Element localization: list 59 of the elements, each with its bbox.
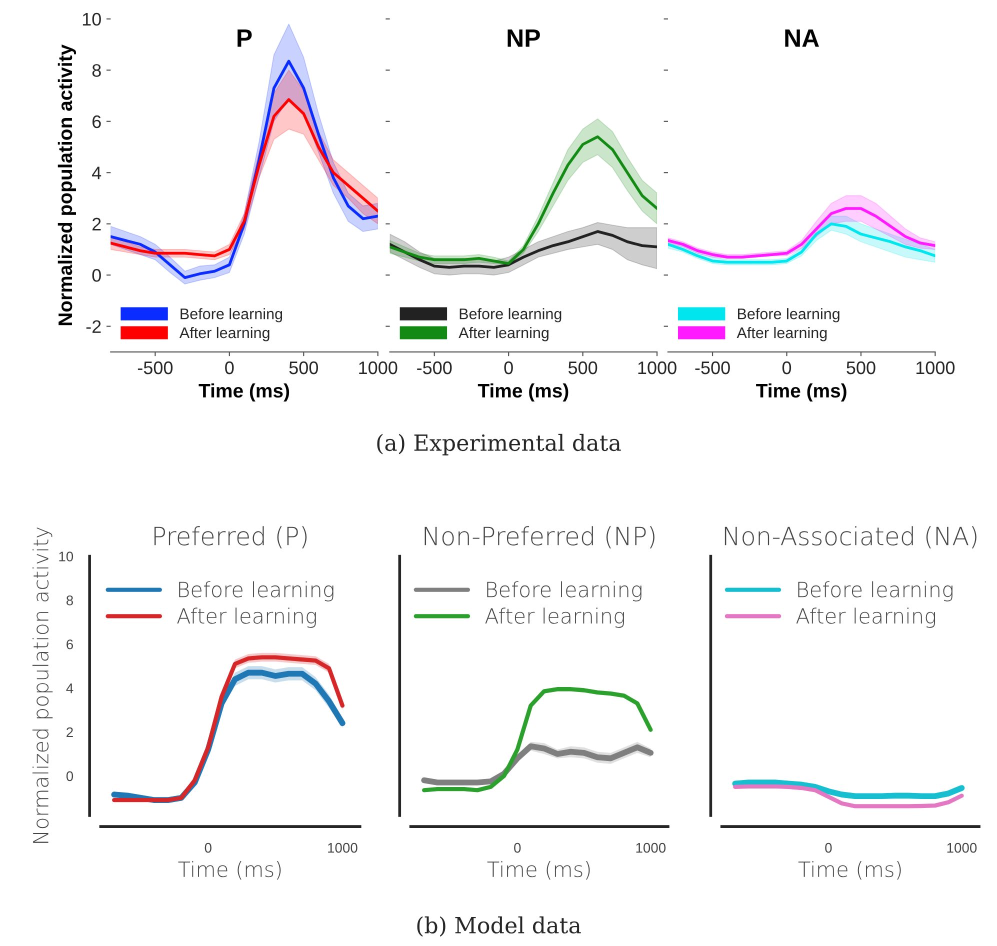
- x-axis-title: Time (ms): [756, 383, 846, 402]
- y-axis-title: Normalized population activity: [32, 527, 53, 843]
- chart-title: P: [238, 30, 252, 47]
- x-axis-title: Time (ms): [478, 383, 568, 402]
- x-axis-title: Time (ms): [178, 861, 281, 880]
- y-tick-label: 2: [66, 727, 73, 738]
- x-tick-label: 1000: [328, 842, 358, 853]
- x-tick-label: 0: [204, 842, 212, 853]
- y-axis-title: Normalized population activity: [58, 44, 76, 326]
- x-tick-label: 500: [846, 361, 876, 374]
- y-tick-label: 8: [92, 64, 101, 77]
- x-axis-title: Time (ms): [798, 861, 901, 880]
- legend-label: After learning: [796, 608, 935, 628]
- x-tick-label: 0: [782, 361, 792, 374]
- x-axis-title: Time (ms): [198, 383, 290, 402]
- y-tick-label: 8: [66, 596, 74, 606]
- y-tick-label: 6: [66, 639, 74, 650]
- chart-title: NP: [508, 30, 540, 47]
- x-axis-title: Time (ms): [487, 861, 590, 880]
- legend-label: Before learning: [487, 581, 642, 602]
- y-tick-label: 0: [66, 771, 74, 782]
- legend-label: Before learning: [179, 581, 334, 602]
- chart-title: NA: [785, 30, 819, 47]
- x-tick-label: 1000: [916, 361, 955, 374]
- x-tick-label: 1000: [947, 842, 977, 853]
- chart-title: Non-Preferred (NP): [424, 526, 654, 548]
- y-tick-label: -2: [86, 320, 101, 333]
- legend-label: Before learning: [738, 308, 840, 322]
- x-tick-label: -500: [417, 361, 452, 374]
- x-tick-label: 0: [825, 842, 832, 853]
- legend-label: Before learning: [460, 308, 562, 322]
- x-tick-label: 500: [568, 361, 598, 374]
- x-tick-label: 0: [514, 842, 521, 853]
- x-tick-label: 0: [504, 361, 513, 374]
- legend-label: Before learning: [798, 581, 952, 602]
- y-tick-label: 0: [92, 269, 101, 282]
- legend-label: After learning: [458, 326, 548, 342]
- x-tick-label: 1000: [638, 361, 676, 374]
- y-tick-label: 6: [92, 115, 101, 128]
- legend-label: After learning: [177, 608, 316, 628]
- x-tick-label: -500: [695, 361, 730, 374]
- x-tick-label: 1000: [636, 842, 666, 853]
- y-tick-label: 10: [82, 12, 101, 26]
- x-tick-label: 1000: [359, 361, 398, 374]
- y-tick-label: 2: [92, 218, 101, 230]
- chart-title: Preferred (P): [154, 526, 307, 548]
- y-tick-label: 4: [92, 166, 102, 180]
- legend-label: After learning: [736, 326, 827, 342]
- x-tick-label: 500: [289, 361, 318, 374]
- legend-label: Before learning: [180, 308, 282, 322]
- x-tick-label: -500: [138, 361, 173, 374]
- x-tick-label: 0: [225, 361, 234, 374]
- text: (b) Model data: [417, 916, 581, 937]
- legend-label: After learning: [179, 326, 270, 342]
- y-tick-label: 4: [66, 684, 74, 694]
- legend-label: After learning: [485, 608, 624, 628]
- chart-title: Non-Associated (NA): [724, 526, 976, 548]
- text: (a) Experimental data: [377, 434, 621, 456]
- y-tick-label: 10: [59, 552, 74, 562]
